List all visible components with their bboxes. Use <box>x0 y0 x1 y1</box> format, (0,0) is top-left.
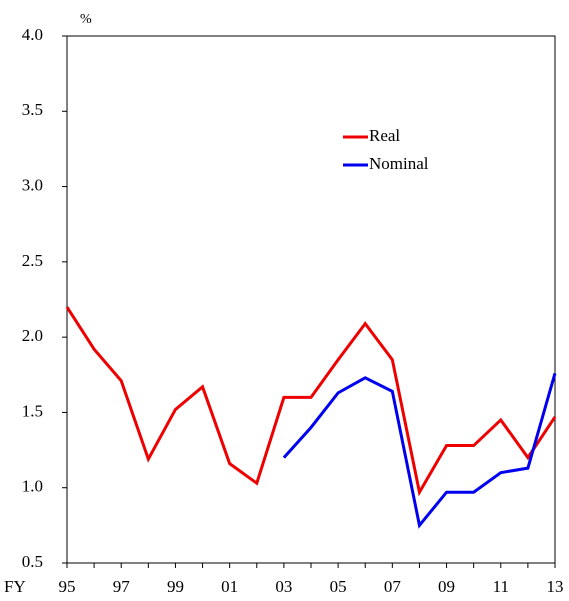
y-tick-label: 3.5 <box>22 100 43 119</box>
x-tick-label: 07 <box>384 577 402 596</box>
y-tick-label: 2.5 <box>22 251 43 270</box>
y-tick-label: 1.0 <box>22 477 43 496</box>
y-tick-label: 1.5 <box>22 401 43 420</box>
x-tick-label: 09 <box>438 577 455 596</box>
x-tick-label: 95 <box>59 577 76 596</box>
y-tick-label: 3.0 <box>22 175 43 194</box>
x-tick-label: 99 <box>167 577 184 596</box>
x-tick-label: 03 <box>275 577 292 596</box>
plot-frame <box>66 35 556 564</box>
series-line <box>282 372 557 529</box>
x-tick-label: 97 <box>113 577 131 596</box>
legend-label: Nominal <box>369 154 429 173</box>
x-prefix: FY <box>4 577 26 596</box>
y-tick-label: 4.0 <box>22 25 43 44</box>
y-tick-label: 0.5 <box>22 552 43 571</box>
x-tick-label: 05 <box>330 577 347 596</box>
y-unit: % <box>80 12 92 27</box>
series-line <box>65 306 557 497</box>
x-tick-label: 01 <box>221 577 238 596</box>
x-tick-label: 13 <box>547 577 564 596</box>
legend-label: Real <box>369 126 400 145</box>
y-tick-label: 2.0 <box>22 326 43 345</box>
x-tick-label: 11 <box>493 577 509 596</box>
